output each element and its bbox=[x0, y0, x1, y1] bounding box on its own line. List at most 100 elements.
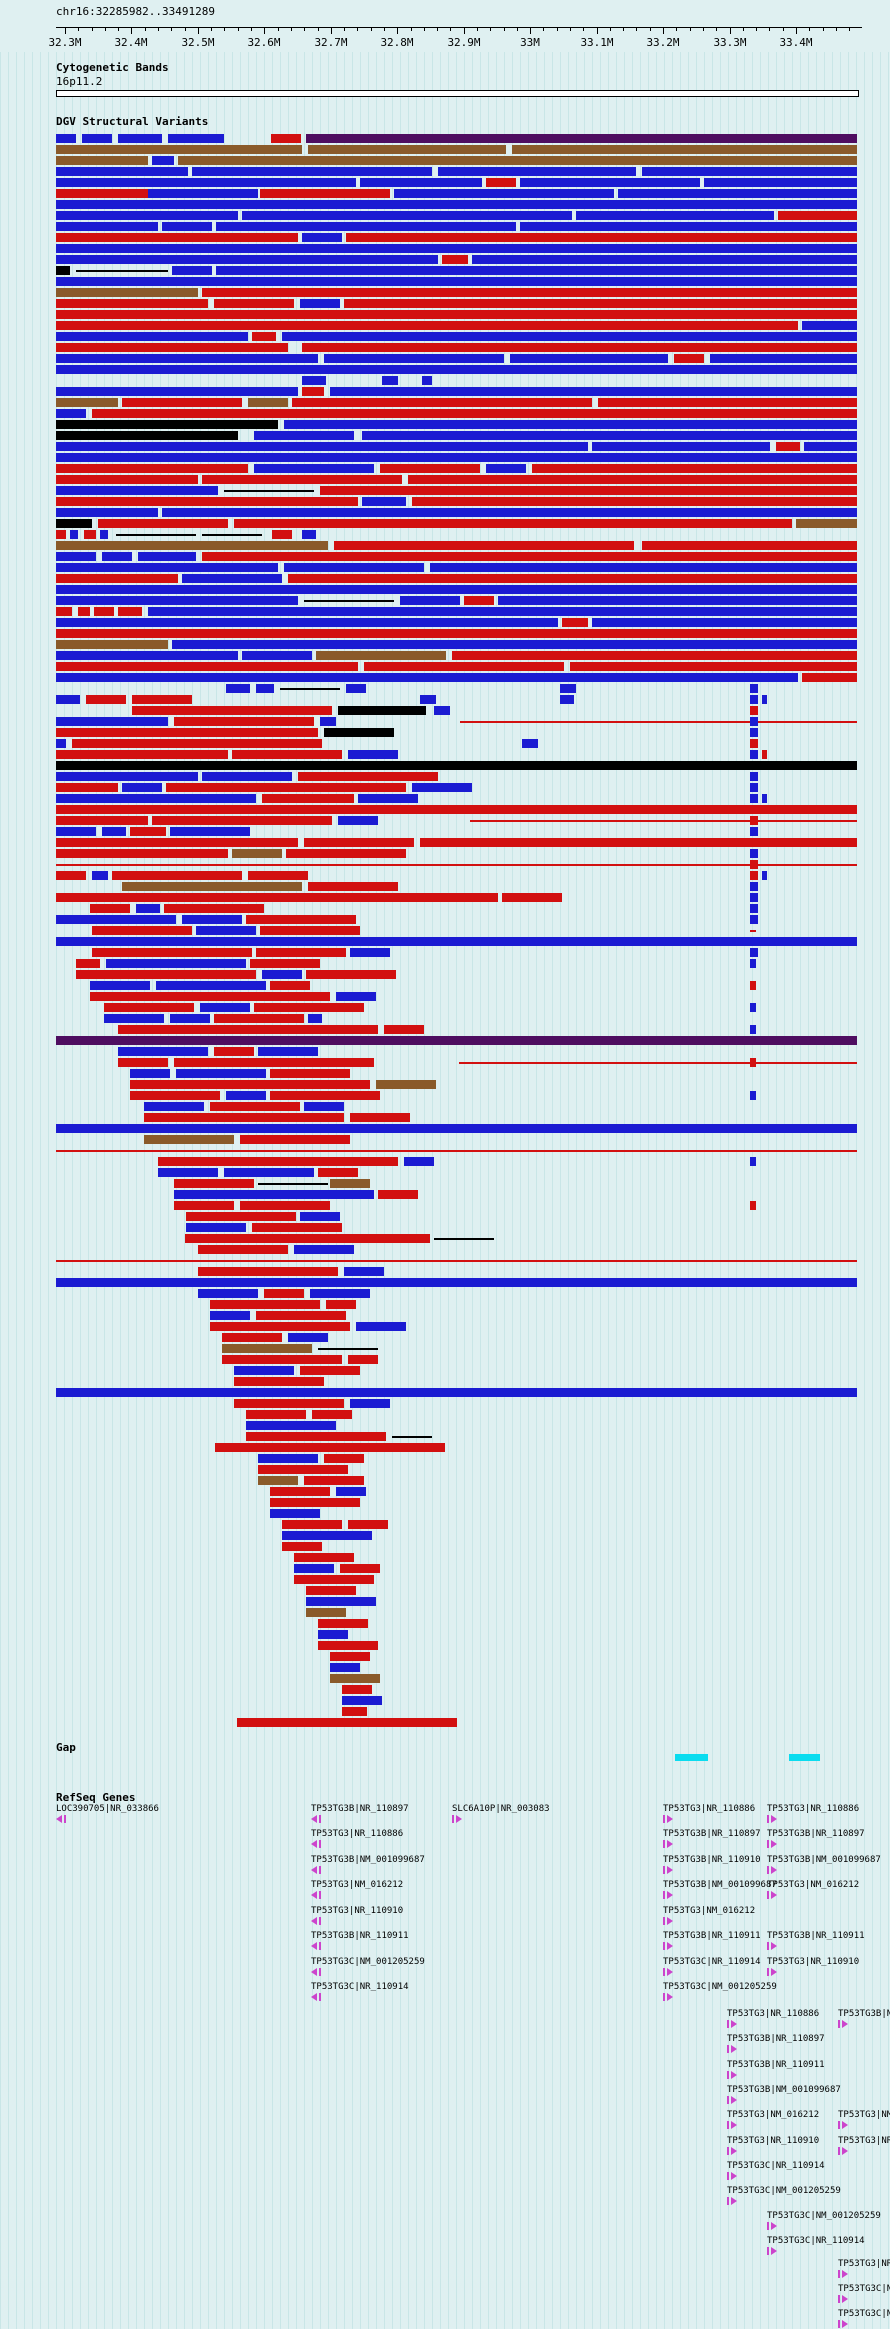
variant-bar[interactable] bbox=[292, 398, 592, 407]
variant-bar[interactable] bbox=[210, 1322, 350, 1331]
variant-bar[interactable] bbox=[56, 673, 798, 682]
variant-bar[interactable] bbox=[306, 1608, 346, 1617]
variant-bar[interactable] bbox=[56, 1388, 857, 1397]
variant-bar[interactable] bbox=[56, 585, 857, 594]
variant-bar[interactable] bbox=[306, 134, 857, 143]
variant-bar[interactable] bbox=[270, 981, 310, 990]
variant-bar[interactable] bbox=[56, 739, 66, 748]
variant-bar[interactable] bbox=[254, 1003, 364, 1012]
variant-bar[interactable] bbox=[56, 233, 298, 242]
variant-bar[interactable] bbox=[422, 376, 432, 385]
variant-bar[interactable] bbox=[802, 673, 857, 682]
variant-bar[interactable] bbox=[56, 816, 148, 825]
variant-bar[interactable] bbox=[122, 398, 242, 407]
variant-bar[interactable] bbox=[400, 596, 460, 605]
variant-bar[interactable] bbox=[56, 805, 857, 814]
variant-bar[interactable] bbox=[237, 1718, 457, 1727]
variant-bar[interactable] bbox=[750, 750, 758, 759]
gene-arrow[interactable] bbox=[767, 1968, 780, 1976]
variant-bar[interactable] bbox=[196, 926, 256, 935]
variant-bar[interactable] bbox=[254, 431, 354, 440]
variant-bar[interactable] bbox=[260, 926, 360, 935]
variant-bar[interactable] bbox=[56, 134, 76, 143]
variant-bar[interactable] bbox=[56, 618, 558, 627]
gene-arrow[interactable] bbox=[727, 2197, 740, 2205]
variant-bar[interactable] bbox=[312, 1410, 352, 1419]
variant-bar[interactable] bbox=[348, 1355, 378, 1364]
variant-bar[interactable] bbox=[442, 255, 468, 264]
variant-bar[interactable] bbox=[56, 200, 857, 209]
variant-bar[interactable] bbox=[200, 1003, 250, 1012]
variant-bar[interactable] bbox=[118, 1025, 378, 1034]
variant-bar[interactable] bbox=[750, 904, 758, 913]
variant-bar[interactable] bbox=[56, 453, 857, 462]
variant-bar[interactable] bbox=[336, 992, 376, 1001]
variant-bar[interactable] bbox=[348, 1520, 388, 1529]
variant-bar[interactable] bbox=[56, 629, 857, 638]
gene-arrow[interactable] bbox=[311, 1942, 324, 1950]
variant-bar[interactable] bbox=[84, 530, 96, 539]
variant-bar[interactable] bbox=[56, 222, 158, 231]
variant-bar[interactable] bbox=[750, 948, 758, 957]
variant-bar[interactable] bbox=[90, 904, 130, 913]
variant-bar[interactable] bbox=[234, 519, 792, 528]
variant-bar[interactable] bbox=[382, 376, 398, 385]
variant-bar[interactable] bbox=[750, 772, 758, 781]
variant-bar[interactable] bbox=[430, 563, 857, 572]
gene-arrow[interactable] bbox=[838, 2320, 851, 2328]
variant-bar[interactable] bbox=[750, 1091, 756, 1100]
variant-bar[interactable] bbox=[56, 420, 278, 429]
variant-bar[interactable] bbox=[56, 838, 298, 847]
gene-arrow[interactable] bbox=[767, 1942, 780, 1950]
variant-bar[interactable] bbox=[56, 343, 288, 352]
variant-bar[interactable] bbox=[522, 739, 538, 748]
variant-bar[interactable] bbox=[174, 717, 314, 726]
variant-bar[interactable] bbox=[56, 167, 188, 176]
variant-bar[interactable] bbox=[304, 1102, 344, 1111]
variant-bar[interactable] bbox=[310, 1289, 370, 1298]
variant-bar[interactable] bbox=[318, 1630, 348, 1639]
variant-bar[interactable] bbox=[170, 827, 250, 836]
variant-bar[interactable] bbox=[202, 475, 402, 484]
variant-bar[interactable] bbox=[56, 695, 80, 704]
variant-bar[interactable] bbox=[56, 563, 278, 572]
variant-bar[interactable] bbox=[56, 266, 70, 275]
variant-bar[interactable] bbox=[750, 794, 758, 803]
variant-bar[interactable] bbox=[350, 948, 390, 957]
gene-arrow[interactable] bbox=[767, 1866, 780, 1874]
variant-bar[interactable] bbox=[78, 607, 90, 616]
gene-arrow[interactable] bbox=[311, 1993, 324, 2001]
variant-bar[interactable] bbox=[256, 684, 274, 693]
variant-bar[interactable] bbox=[300, 1366, 360, 1375]
variant-bar[interactable] bbox=[762, 695, 767, 704]
variant-bar[interactable] bbox=[520, 222, 857, 231]
gene-arrow[interactable] bbox=[311, 1968, 324, 1976]
variant-bar[interactable] bbox=[234, 1399, 344, 1408]
gene-arrow[interactable] bbox=[838, 2295, 851, 2303]
variant-bar[interactable] bbox=[258, 1454, 318, 1463]
variant-bar[interactable] bbox=[92, 409, 857, 418]
variant-bar[interactable] bbox=[498, 596, 857, 605]
variant-bar[interactable] bbox=[250, 959, 320, 968]
variant-bar[interactable] bbox=[256, 1311, 346, 1320]
variant-bar[interactable] bbox=[92, 871, 108, 880]
gene-arrow[interactable] bbox=[311, 1815, 324, 1823]
variant-bar[interactable] bbox=[294, 1245, 354, 1254]
gene-arrow[interactable] bbox=[727, 2096, 740, 2104]
variant-bar[interactable] bbox=[750, 893, 758, 902]
variant-bar[interactable] bbox=[246, 1421, 336, 1430]
variant-bar[interactable] bbox=[174, 1179, 254, 1188]
gene-arrow[interactable] bbox=[727, 2121, 740, 2129]
variant-bar[interactable] bbox=[158, 1168, 218, 1177]
variant-bar[interactable] bbox=[56, 299, 208, 308]
variant-bar[interactable] bbox=[130, 1080, 370, 1089]
variant-bar[interactable] bbox=[750, 783, 758, 792]
variant-bar[interactable] bbox=[318, 1619, 368, 1628]
variant-bar[interactable] bbox=[502, 893, 562, 902]
variant-bar[interactable] bbox=[56, 387, 298, 396]
variant-bar[interactable] bbox=[324, 1454, 364, 1463]
variant-bar[interactable] bbox=[710, 354, 857, 363]
variant-bar[interactable] bbox=[56, 288, 198, 297]
variant-bar[interactable] bbox=[56, 772, 198, 781]
variant-bar[interactable] bbox=[246, 1410, 306, 1419]
